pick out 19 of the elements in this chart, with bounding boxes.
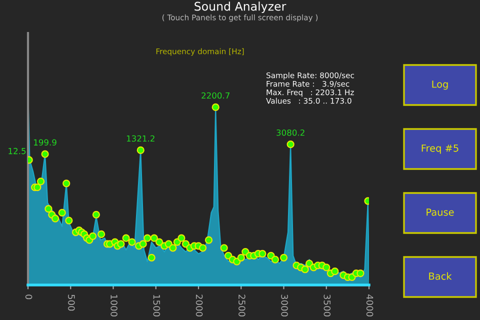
x-tick-label: 2500 xyxy=(238,294,246,316)
x-tick-label: 3000 xyxy=(281,294,288,316)
x-tick-label: 4000 xyxy=(366,294,374,316)
text: Freq #5 xyxy=(422,144,458,154)
text: Back xyxy=(429,272,452,280)
chart-title: Sound Analyzer xyxy=(194,2,286,14)
annotation: 3080.2 xyxy=(276,129,304,136)
annotation: 199.9 xyxy=(34,139,56,146)
x-tick-label: 2000 xyxy=(196,294,203,316)
x-tick-label: 0 xyxy=(25,294,32,300)
text: Log xyxy=(432,80,448,90)
text: Pause xyxy=(426,208,454,216)
x-tick-label: 500 xyxy=(68,294,75,311)
annotation: 12.5 xyxy=(8,148,26,154)
annotation: 1321.2 xyxy=(126,135,154,142)
x-tick-label: 1000 xyxy=(110,295,118,316)
x-tick-label: 1500 xyxy=(153,295,160,316)
annotation: 2200.7 xyxy=(202,92,230,99)
x-tick-label: 3500 xyxy=(324,294,331,316)
